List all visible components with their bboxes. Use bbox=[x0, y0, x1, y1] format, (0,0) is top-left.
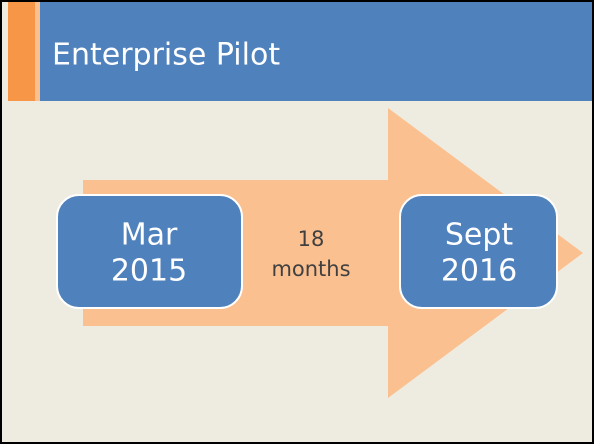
header-accent bbox=[8, 0, 35, 101]
start-month: Mar bbox=[121, 218, 178, 253]
arrow bbox=[83, 108, 583, 398]
header-edge bbox=[0, 0, 8, 101]
start-box bbox=[56, 194, 243, 309]
slide-title: Enterprise Pilot bbox=[52, 38, 280, 73]
header-band bbox=[0, 0, 594, 101]
end-year: 2016 bbox=[441, 254, 517, 289]
duration-number: 18 bbox=[298, 227, 325, 251]
end-month: Sept bbox=[445, 218, 514, 253]
header-accent-divider bbox=[35, 0, 40, 101]
duration-unit: months bbox=[271, 257, 350, 281]
end-box bbox=[399, 194, 558, 309]
start-year: 2015 bbox=[111, 254, 187, 289]
